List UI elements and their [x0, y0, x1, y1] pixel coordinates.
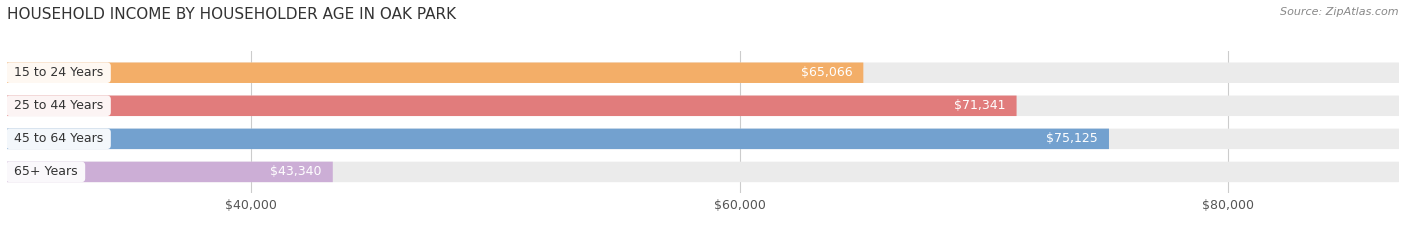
FancyBboxPatch shape	[7, 96, 1399, 116]
FancyBboxPatch shape	[7, 162, 333, 182]
Text: $75,125: $75,125	[1046, 132, 1098, 145]
Text: HOUSEHOLD INCOME BY HOUSEHOLDER AGE IN OAK PARK: HOUSEHOLD INCOME BY HOUSEHOLDER AGE IN O…	[7, 7, 456, 22]
Text: 45 to 64 Years: 45 to 64 Years	[10, 132, 107, 145]
FancyBboxPatch shape	[7, 129, 1399, 149]
Text: 15 to 24 Years: 15 to 24 Years	[10, 66, 107, 79]
FancyBboxPatch shape	[7, 162, 1399, 182]
Text: 65+ Years: 65+ Years	[10, 165, 82, 178]
Text: Source: ZipAtlas.com: Source: ZipAtlas.com	[1281, 7, 1399, 17]
Text: $71,341: $71,341	[953, 99, 1005, 112]
FancyBboxPatch shape	[7, 129, 1109, 149]
Text: $65,066: $65,066	[800, 66, 852, 79]
FancyBboxPatch shape	[7, 62, 1399, 83]
FancyBboxPatch shape	[7, 62, 863, 83]
Text: $43,340: $43,340	[270, 165, 322, 178]
Text: 25 to 44 Years: 25 to 44 Years	[10, 99, 107, 112]
FancyBboxPatch shape	[7, 96, 1017, 116]
